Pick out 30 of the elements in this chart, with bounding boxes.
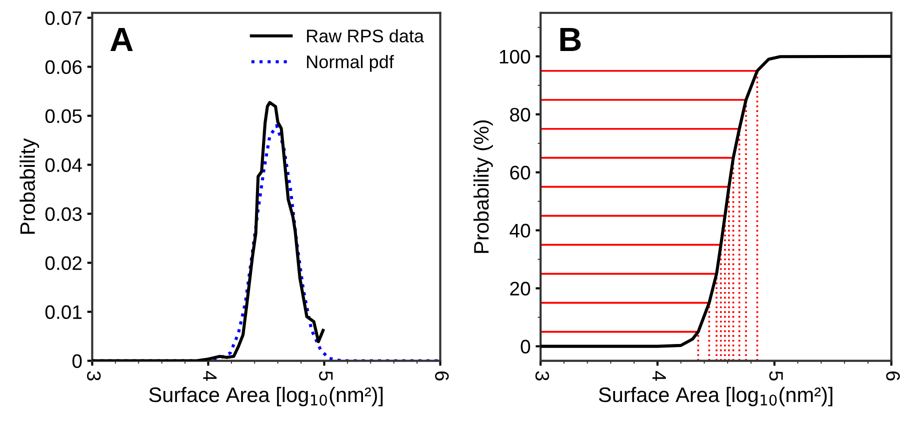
chart-title: B	[560, 28, 581, 51]
y-tick-label: 0.05	[45, 109, 82, 124]
x-tick-label: 5	[319, 371, 333, 381]
y-axis-title: Probability (%)	[473, 120, 493, 253]
x-tick-label: 5	[769, 371, 783, 381]
x-tick-label: 4	[652, 370, 666, 381]
y-tick-label: 0.06	[45, 60, 82, 74]
y-tick-label: 0	[520, 340, 530, 354]
y-tick-label: 80	[510, 108, 530, 122]
y-tick-label: 40	[510, 224, 530, 238]
y-axis-title: Probability	[20, 138, 40, 234]
x-axis-title: Surface Area [log$_{10}$(nm²)]	[149, 386, 383, 406]
legend-label: Normal pdf	[307, 54, 394, 72]
y-tick-label: 0	[72, 354, 82, 368]
x-tick-label: 3	[535, 371, 550, 380]
x-tick-label: 3	[86, 371, 101, 380]
x-tick-label: 6	[435, 372, 449, 380]
y-tick-label: 0.07	[45, 11, 82, 26]
y-tick-label: 0.01	[45, 305, 82, 320]
y-tick-label: 20	[510, 282, 530, 296]
legend-label: Raw RPS data	[307, 29, 424, 42]
x-tick-label: 4	[203, 370, 217, 381]
chart-title: A	[110, 28, 133, 51]
y-tick-label: 100	[500, 50, 530, 64]
x-axis-title: Surface Area [log$_{10}$(nm²)]	[598, 386, 832, 406]
x-tick-label: 6	[886, 372, 900, 380]
y-tick-label: 0.03	[45, 207, 82, 222]
y-tick-label: 0.02	[45, 256, 82, 270]
y-tick-label: 60	[510, 166, 530, 180]
y-tick-label: 0.04	[45, 158, 82, 172]
